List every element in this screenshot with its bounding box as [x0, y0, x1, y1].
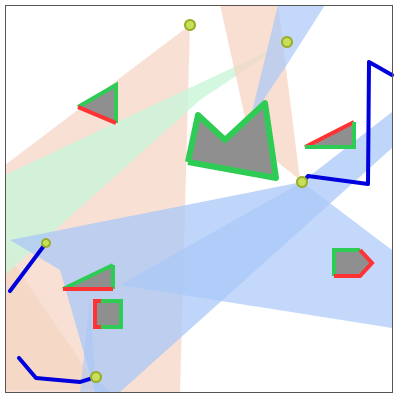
light-source-4[interactable]: [42, 239, 50, 247]
light-source-2[interactable]: [282, 37, 292, 47]
light-source-5[interactable]: [91, 372, 101, 382]
light-source-1[interactable]: [185, 20, 195, 30]
obstacle-square: [95, 301, 121, 327]
light-source-3[interactable]: [297, 177, 307, 187]
